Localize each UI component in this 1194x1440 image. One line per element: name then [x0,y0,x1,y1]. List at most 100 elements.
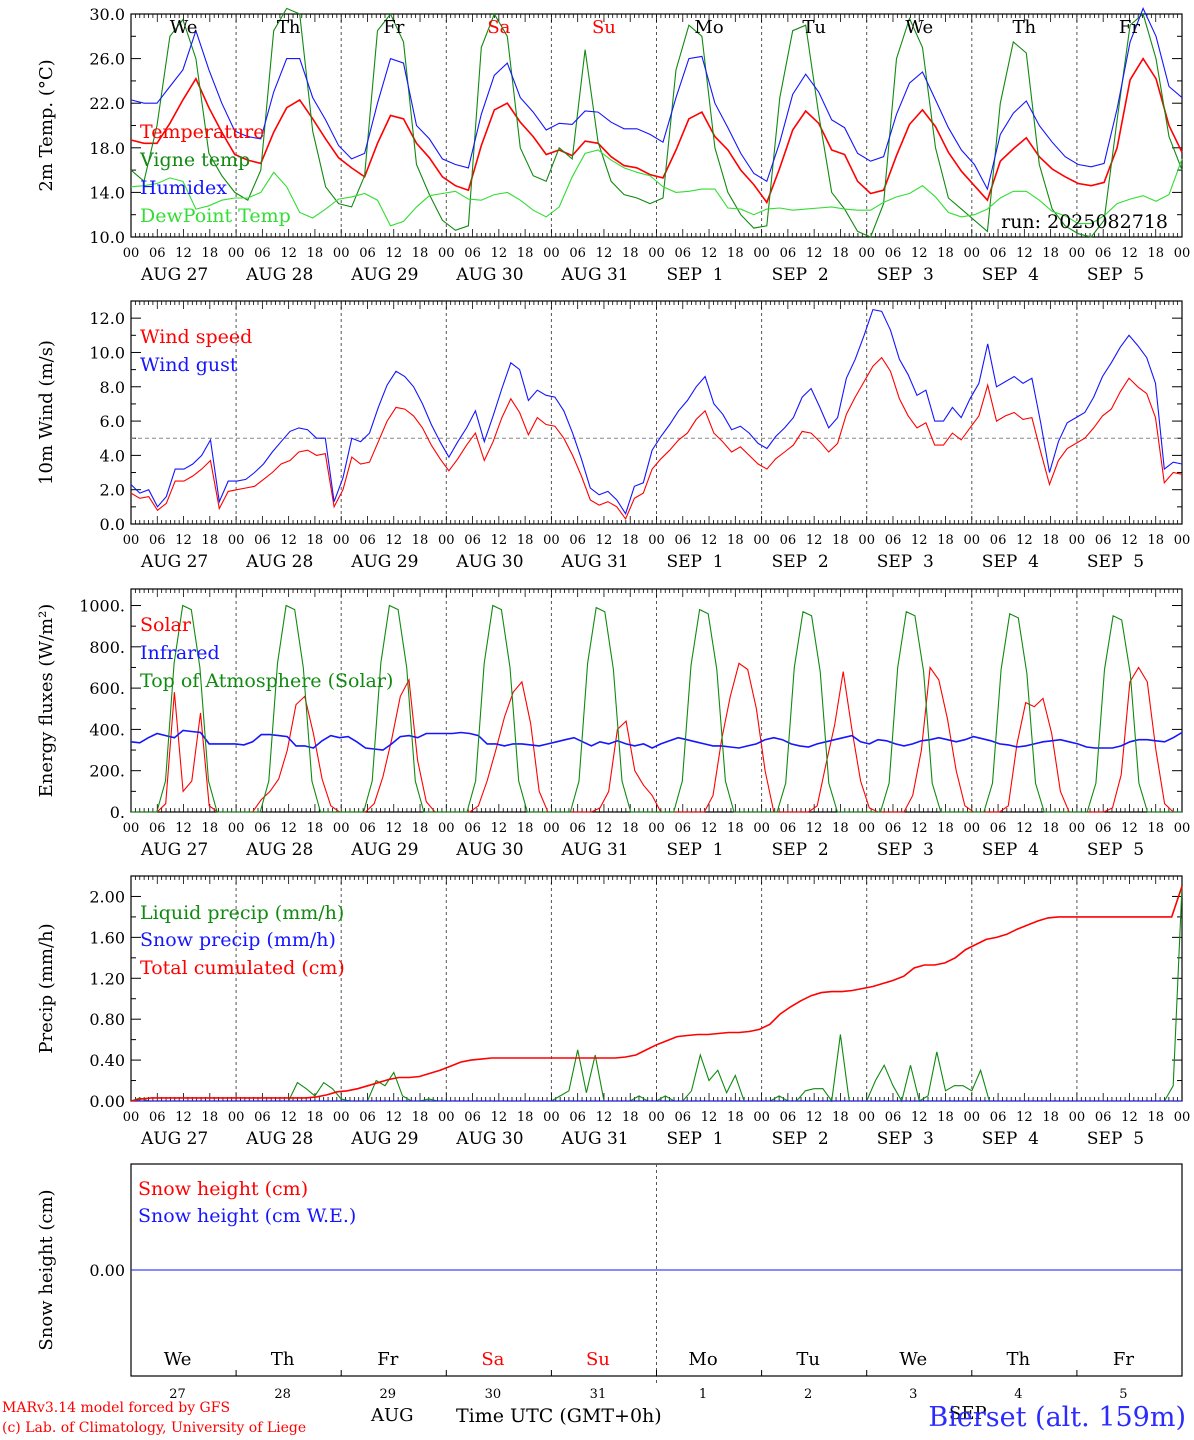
hour-label: 12 [806,246,823,261]
hour-label: 00 [1069,1110,1086,1125]
date-label: AUG 31 [560,552,628,572]
hour-label: 12 [1121,533,1138,548]
y-axis-label: Precip (mm/h) [36,923,57,1053]
plot-frame [130,588,1183,813]
hour-label: 12 [596,1110,613,1125]
hour-label: 12 [911,533,928,548]
weekday-label: Th [1007,1349,1031,1370]
hour-label: 18 [412,246,429,261]
hour-label: 12 [1016,821,1033,836]
y-axis-label: Snow height (cm) [36,1189,57,1350]
hour-label: 12 [596,821,613,836]
weekday-label: Th [271,1349,295,1370]
day-number: 28 [274,1387,291,1402]
hour-label: 00 [333,821,350,836]
hour-label: 12 [701,821,718,836]
date-label: AUG 27 [140,840,208,860]
hour-label: 00 [438,533,455,548]
y-tick-label: 1.60 [89,928,125,947]
date-label: SEP 3 [877,265,934,285]
hour-label: 00 [753,533,770,548]
date-label: AUG 29 [350,552,418,572]
hour-label: 18 [937,821,954,836]
y-tick-label: 14.0 [89,183,125,202]
y-tick-label: 0. [110,803,125,822]
day-number: 30 [485,1387,502,1402]
hour-label: 18 [1147,1110,1164,1125]
hour-label: 00 [858,821,875,836]
hour-label: 12 [385,533,402,548]
hour-label: 12 [385,1110,402,1125]
weekday-label: Fr [383,17,404,38]
hour-label: 06 [675,533,692,548]
y-tick-label: 10.0 [89,228,125,247]
hour-label: 18 [307,533,324,548]
weekday-label: We [170,17,198,38]
hour-label: 12 [175,1110,192,1125]
legend-entry: Wind speed [140,326,252,348]
date-label: AUG 28 [245,840,313,860]
y-tick-label: 0.80 [89,1010,125,1029]
hour-label: 06 [569,821,586,836]
weekday-label: Tu [796,1349,820,1370]
hour-label: 18 [1042,246,1059,261]
hour-label: 06 [149,821,166,836]
model-credit: MARv3.14 model forced by GFS [2,1400,231,1416]
hour-label: 06 [569,533,586,548]
hour-label: 06 [990,1110,1007,1125]
hour-label: 12 [701,533,718,548]
hour-label: 06 [675,1110,692,1125]
day-number: 31 [590,1387,607,1402]
series-line [130,149,1183,227]
hour-label: 12 [596,246,613,261]
hour-label: 06 [885,533,902,548]
hour-label: 06 [464,821,481,836]
weekday-label: We [899,1349,927,1370]
hour-label: 06 [149,1110,166,1125]
hour-label: 06 [675,246,692,261]
hour-label: 18 [1147,821,1164,836]
hour-label: 18 [202,533,219,548]
hour-label: 06 [359,821,376,836]
hour-label: 00 [964,533,981,548]
weekday-label: Fr [377,1349,398,1370]
date-label: AUG 29 [350,840,418,860]
hour-label: 12 [911,1110,928,1125]
hour-label: 18 [517,533,534,548]
hour-label: 18 [727,246,744,261]
hour-label: 00 [438,246,455,261]
hour-label: 18 [517,821,534,836]
hour-label: 18 [307,1110,324,1125]
hour-label: 00 [753,821,770,836]
hour-label: 00 [648,821,665,836]
hour-label: 00 [753,246,770,261]
hour-label: 06 [359,1110,376,1125]
hour-label: 18 [832,246,849,261]
date-label: SEP 4 [982,552,1039,572]
legend-entry: Humidex [140,177,227,199]
legend-entry: Temperature [140,121,264,143]
hour-label: 00 [228,1110,245,1125]
legend-entry: Infrared [140,642,220,664]
legend-entry: Liquid precip (mm/h) [140,902,344,924]
hour-label: 18 [727,1110,744,1125]
hour-label: 12 [1016,1110,1033,1125]
hour-label: 00 [753,1110,770,1125]
date-label: AUG 30 [455,265,523,285]
hour-label: 18 [727,533,744,548]
date-label: SEP 4 [982,1129,1039,1149]
day-number: 2 [804,1387,812,1402]
date-label: AUG 29 [350,1129,418,1149]
hour-label: 06 [464,246,481,261]
y-tick-label: 18.0 [89,139,125,158]
weekday-label: Mo [688,1349,717,1370]
y-tick-label: 200. [89,762,125,781]
weekday-label: Su [586,1349,610,1370]
hour-label: 18 [1147,533,1164,548]
hour-label: 06 [780,1110,797,1125]
day-number: 5 [1119,1387,1127,1402]
date-label: AUG 31 [560,265,628,285]
date-label: AUG 31 [560,840,628,860]
weekday-label: We [905,17,933,38]
